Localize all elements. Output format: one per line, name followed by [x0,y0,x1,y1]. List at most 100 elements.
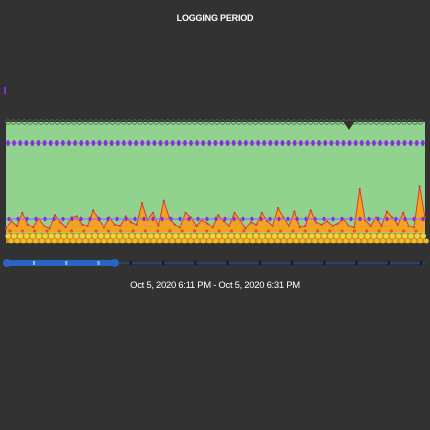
band-top-marker [93,119,99,125]
red-marker [119,229,123,233]
yellow-marker [92,233,98,239]
band-top-marker [32,119,39,125]
band-top-marker [252,119,259,125]
red-marker [377,229,381,233]
data-point [276,206,280,210]
band-top-marker [27,119,33,125]
yellow-marker [61,233,67,239]
purple-lower-marker [304,216,308,222]
purple-upper-marker [42,140,47,146]
purple-upper-marker [305,140,309,146]
yellow-marker [272,233,278,239]
yellow-marker [151,238,157,244]
data-point [162,199,165,202]
data-point [233,211,236,214]
yellow-marker [259,233,265,239]
band-top-marker [76,119,83,125]
band-top-marker [65,119,72,125]
data-point [91,209,95,212]
purple-upper-marker [317,140,321,146]
yellow-marker [247,233,253,239]
purple-upper-marker [189,140,193,146]
data-point [413,226,416,229]
yellow-marker [399,238,404,244]
red-marker [180,229,184,233]
purple-upper-marker [402,140,407,146]
slider-tick [226,261,229,265]
band-top-marker [109,119,116,125]
purple-upper-marker [366,140,370,146]
yellow-marker [79,233,85,239]
yellow-marker [420,233,426,239]
band-top-marker [159,119,165,125]
red-marker [242,229,246,233]
data-point [380,224,383,228]
purple-upper-marker [48,140,53,146]
yellow-marker [234,233,240,239]
slider-handle-end[interactable] [110,259,119,267]
purple-upper-marker [274,140,279,146]
band-top-marker [186,119,193,125]
data-point [59,221,62,224]
slider-tick [97,261,100,265]
purple-upper-marker [177,140,181,146]
data-point [244,227,247,230]
yellow-marker [216,233,222,239]
purple-lower-marker [25,216,29,222]
purple-lower-marker [34,216,38,222]
data-point [15,224,18,228]
yellow-marker [405,238,411,244]
purple-upper-marker [262,140,267,146]
data-point [255,223,258,226]
time-range-slider[interactable] [3,259,425,267]
red-marker [82,229,86,233]
yellow-marker [222,233,228,239]
slider-tick [33,261,35,265]
slider-handle-start[interactable] [3,259,11,267]
red-marker [156,229,160,233]
yellow-marker [73,233,79,239]
data-point [385,210,389,213]
band-top-marker [406,119,413,125]
yellow-marker [374,238,380,244]
yellow-marker [358,233,364,239]
band-top-marker [401,119,407,125]
purple-upper-marker [6,140,10,146]
yellow-marker [138,238,144,244]
yellow-marker [17,233,23,239]
yellow-marker [67,233,73,239]
yellow-marker [163,238,169,244]
data-point [211,226,214,229]
yellow-marker [380,238,386,244]
purple-upper-marker [195,140,199,146]
band-top-marker [104,119,110,125]
purple-upper-marker [12,140,16,146]
yellow-marker [55,233,61,239]
band-top-marker [296,119,303,125]
red-marker [69,229,74,233]
purple-upper-marker [73,140,77,146]
data-point [391,216,394,219]
purple-upper-marker [360,140,364,146]
yellow-marker [383,233,389,239]
red-marker [57,229,61,233]
yellow-baseline-markers [5,229,429,244]
purple-upper-marker [152,140,157,146]
yellow-marker [104,233,110,239]
purple-upper-marker [231,140,236,146]
purple-upper-marker [280,140,285,146]
purple-lower-marker [133,216,137,222]
data-point [75,215,78,218]
yellow-marker [176,238,181,244]
purple-upper-marker [299,140,303,146]
purple-upper-marker [292,140,297,146]
band-top-marker [280,119,286,125]
purple-lower-marker [43,216,47,222]
purple-upper-marker [268,140,273,146]
purple-upper-marker [219,140,224,146]
band-top-marker [324,119,330,125]
red-marker [131,229,135,233]
band-top-marker [98,119,105,125]
yellow-marker [33,238,39,244]
